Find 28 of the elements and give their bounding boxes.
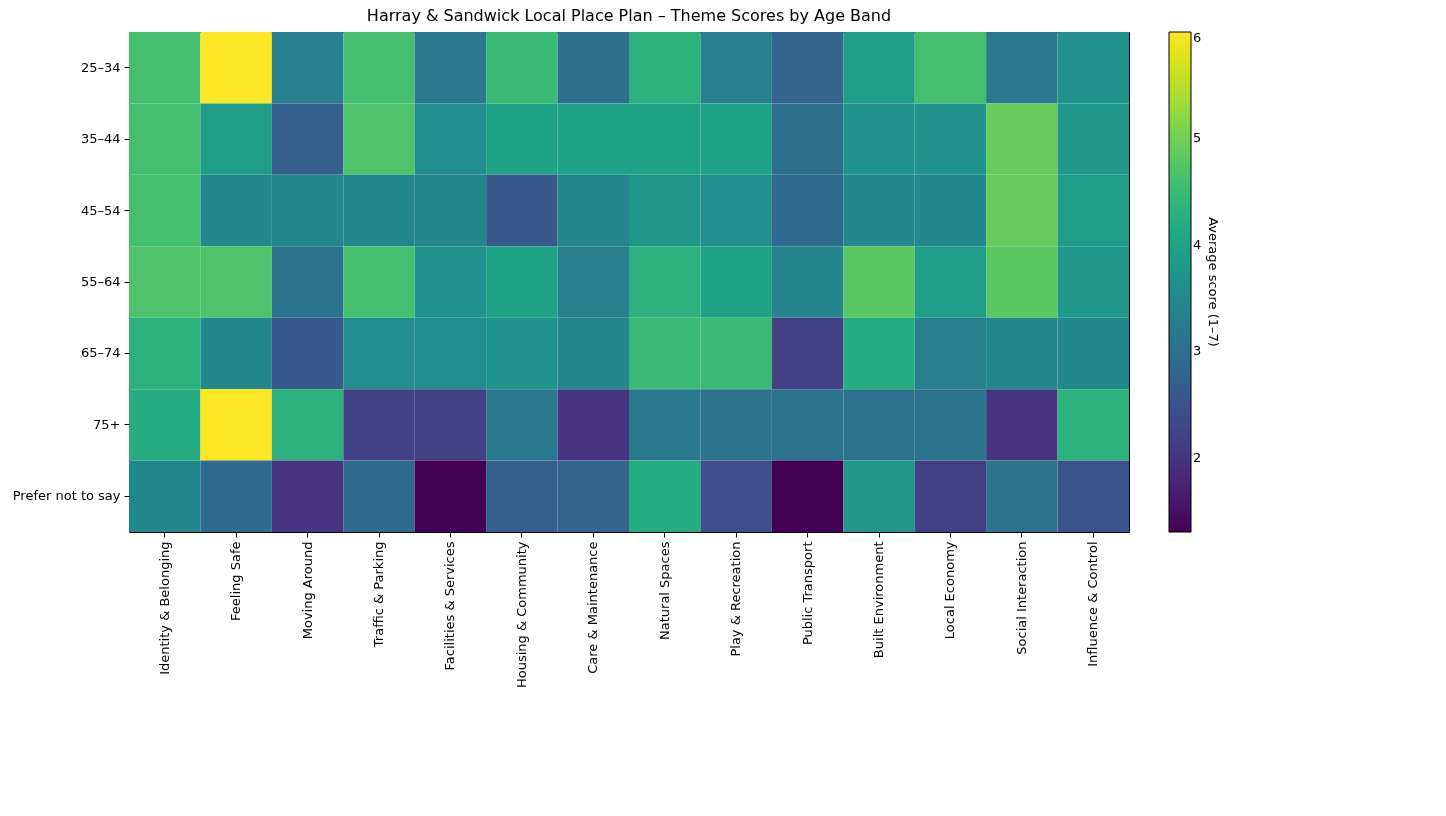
x-tick-label: Natural Spaces	[656, 541, 672, 640]
x-tick-label: Moving Around	[299, 541, 315, 640]
x-tick-label: Public Transport	[799, 541, 815, 646]
x-tick-label: Traffic & Parking	[371, 541, 386, 649]
y-tick-label: 65–74	[80, 345, 121, 361]
color-bar-label: 4	[1193, 236, 1202, 252]
y-tick-label: Prefer not to say	[12, 488, 121, 504]
x-tick-label: Facilities & Services	[442, 541, 458, 671]
x-tick-label: Built Environment	[871, 541, 886, 659]
x-tick-label: Care & Maintenance	[585, 541, 601, 674]
x-tick-label: Social Interaction	[1013, 541, 1029, 655]
x-tick-label: Identity & Belonging	[156, 541, 172, 675]
y-tick-label: 75+	[93, 416, 121, 432]
chart-title: Harray & Sandwick Local Place Plan – Theme Scores by Age Band	[366, 6, 892, 25]
color-bar-label: 2	[1193, 449, 1202, 465]
x-tick-label: Local Economy	[942, 541, 958, 640]
y-tick-label: 25–34	[80, 59, 121, 75]
y-tick-label: 55–64	[80, 274, 121, 289]
y-tick-label: 45–54	[80, 202, 121, 218]
x-tick-label: Influence & Control	[1085, 541, 1101, 667]
x-tick-label: Feeling Safe	[228, 541, 244, 621]
color-bar-label: 6	[1193, 30, 1202, 45]
color-bar-title: Average score (1–7)	[1206, 217, 1221, 347]
x-tick-label: Play & Recreation	[728, 541, 744, 657]
color-bar-label: 3	[1193, 343, 1202, 359]
color-bar-label: 5	[1193, 130, 1202, 146]
x-tick-label: Housing & Community	[513, 541, 529, 688]
y-tick-label: 35–44	[80, 131, 121, 147]
